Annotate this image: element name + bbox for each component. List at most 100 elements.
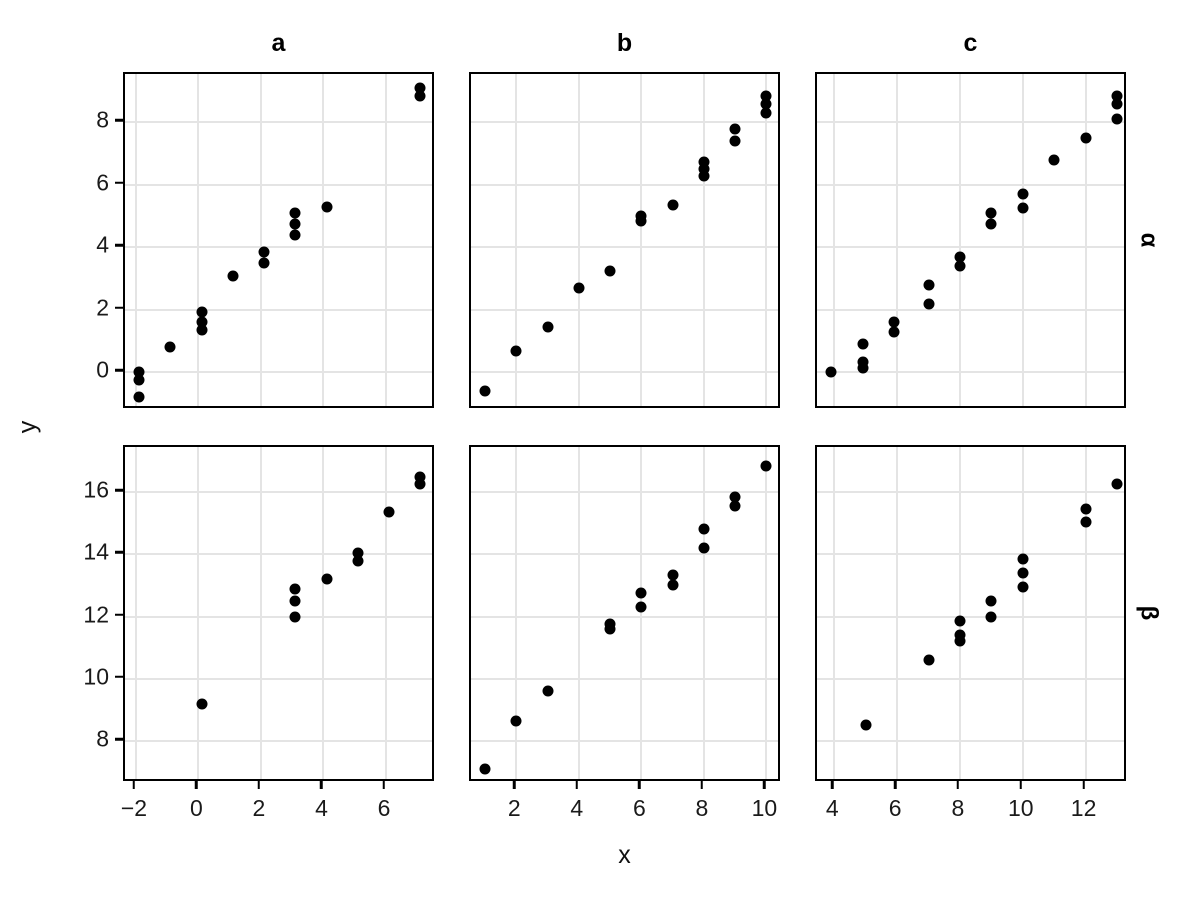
data-point <box>133 391 145 403</box>
x-tick-label: 12 <box>1070 795 1097 821</box>
x-gridline <box>833 74 836 406</box>
panel-beta-c <box>815 445 1126 781</box>
y-gridline <box>471 121 778 124</box>
x-gridline <box>384 447 387 779</box>
data-point <box>698 163 710 175</box>
data-point <box>985 218 997 230</box>
data-point <box>1111 113 1123 125</box>
data-point <box>227 270 239 282</box>
data-point <box>860 719 872 731</box>
data-point <box>1017 567 1029 579</box>
y-gridline <box>817 615 1124 618</box>
panel-alpha-c <box>815 72 1126 408</box>
data-point <box>479 763 491 775</box>
x-tick-mark <box>763 781 766 789</box>
data-point <box>729 500 741 512</box>
x-gridline <box>577 74 580 406</box>
data-point <box>954 629 966 641</box>
data-point <box>604 623 616 635</box>
data-point <box>414 471 426 483</box>
y-tick-label: 2 <box>96 294 109 321</box>
facet-column-header-a: a <box>271 29 286 57</box>
data-point <box>414 90 426 102</box>
data-point <box>1017 553 1029 565</box>
x-gridline <box>577 447 580 779</box>
y-axis-title: y <box>13 420 42 433</box>
x-gridline <box>958 447 961 779</box>
data-point <box>1017 188 1029 200</box>
data-point <box>857 356 869 368</box>
x-tick-label: 6 <box>632 795 646 821</box>
data-point <box>985 611 997 623</box>
data-point <box>667 199 679 211</box>
x-tick-mark <box>575 781 579 789</box>
x-gridline <box>702 447 705 779</box>
facet-column-header-c: c <box>963 29 978 57</box>
data-point <box>635 587 647 599</box>
panel-beta-b <box>469 445 780 781</box>
data-point <box>923 279 935 291</box>
data-point <box>352 547 364 559</box>
data-point <box>1080 503 1092 515</box>
data-point <box>133 374 145 386</box>
data-point <box>383 506 395 518</box>
y-tick-label: 4 <box>96 231 109 258</box>
y-tick-label: 8 <box>96 725 109 752</box>
x-gridline <box>259 74 262 406</box>
data-point <box>985 207 997 219</box>
data-point <box>760 90 772 102</box>
data-point <box>289 583 301 595</box>
y-gridline <box>125 740 432 742</box>
panel-beta-a <box>123 445 434 781</box>
y-tick-label: 8 <box>96 106 109 133</box>
data-point <box>1111 98 1123 110</box>
data-point <box>258 257 270 269</box>
data-point <box>760 98 772 110</box>
y-tick-label: 10 <box>83 663 109 690</box>
y-gridline <box>471 491 778 494</box>
data-point <box>604 265 616 277</box>
data-point <box>321 201 333 213</box>
data-point <box>760 460 772 472</box>
data-point <box>258 246 270 258</box>
x-tick-label: 2 <box>252 795 266 821</box>
x-gridline <box>640 74 643 406</box>
x-tick-mark <box>195 781 198 789</box>
data-point <box>573 282 585 294</box>
x-axis-title: x <box>618 841 631 869</box>
x-gridline <box>197 447 200 779</box>
x-tick-label: 8 <box>695 795 709 821</box>
data-point <box>729 135 741 147</box>
y-gridline <box>817 740 1124 742</box>
y-gridline <box>471 553 778 556</box>
x-tick-label: 10 <box>1007 795 1034 821</box>
y-tick-label: 16 <box>83 476 109 503</box>
data-point <box>1111 478 1123 490</box>
x-gridline <box>515 447 518 779</box>
data-point <box>414 82 426 94</box>
x-gridline <box>1084 74 1087 406</box>
data-point <box>289 218 301 230</box>
x-tick-label: 6 <box>888 795 902 821</box>
data-point <box>635 215 647 227</box>
data-point <box>888 316 900 328</box>
y-gridline <box>125 553 432 556</box>
data-point <box>1048 154 1060 166</box>
x-tick-mark <box>132 781 136 789</box>
facet-row-strip-beta: β <box>1131 445 1165 781</box>
data-point <box>698 156 710 168</box>
data-point <box>729 123 741 135</box>
data-point <box>133 366 145 378</box>
y-gridline <box>817 121 1124 124</box>
y-gridline <box>125 246 432 249</box>
y-tick-label: 12 <box>83 601 109 628</box>
x-gridline <box>197 74 200 406</box>
y-gridline <box>125 615 432 618</box>
data-point <box>1017 202 1029 214</box>
data-point <box>698 523 710 535</box>
y-tick-mark <box>115 306 123 310</box>
data-point <box>825 366 837 378</box>
y-gridline <box>471 371 778 374</box>
data-point <box>289 207 301 219</box>
facet-row-label-beta: β <box>1135 605 1162 621</box>
